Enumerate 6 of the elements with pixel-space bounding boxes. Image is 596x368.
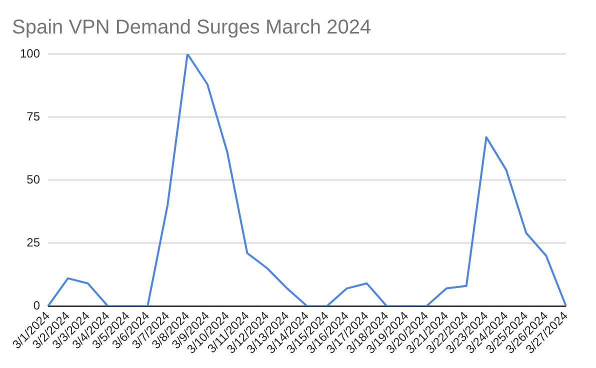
- y-tick-label: 50: [26, 172, 40, 186]
- y-tick-label: 100: [20, 46, 40, 60]
- y-tick-label: 25: [26, 235, 40, 250]
- y-tick-label: 0: [33, 298, 40, 312]
- y-tick-label: 75: [26, 109, 40, 124]
- chart-title: Spain VPN Demand Surges March 2024: [12, 16, 372, 39]
